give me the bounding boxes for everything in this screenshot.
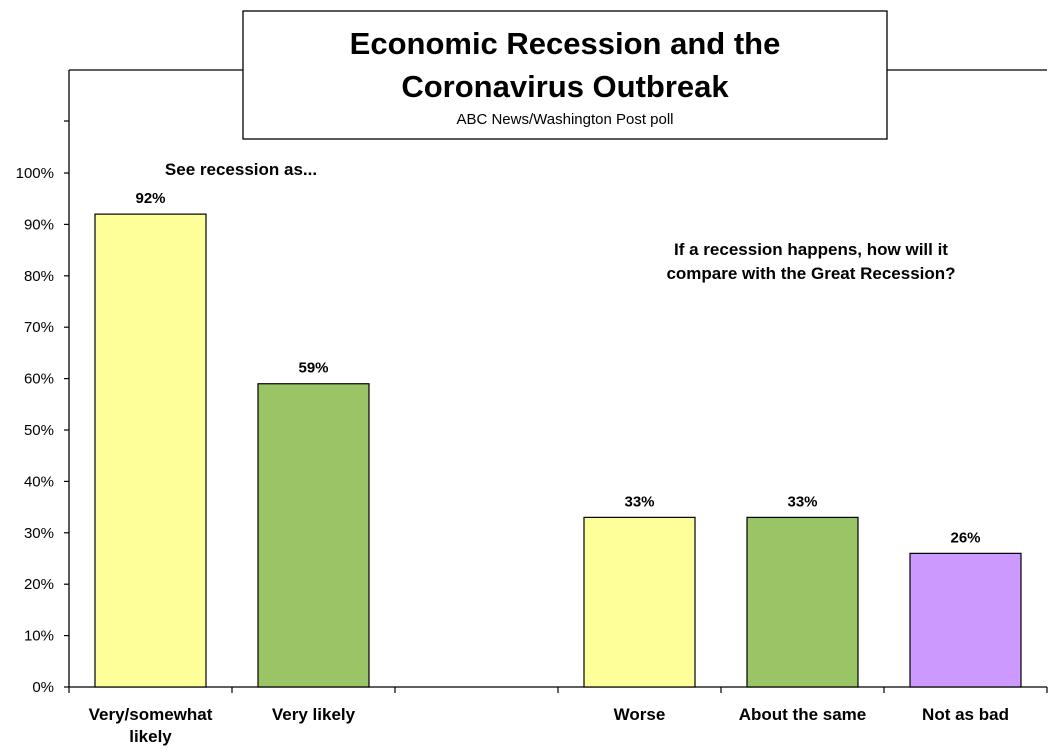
- title-box-border: [242, 10, 888, 140]
- y-tick-label: 50%: [24, 422, 54, 439]
- bars: [94, 213, 1022, 688]
- x-tick-label: likely: [129, 727, 172, 746]
- x-tick-label: Not as bad: [922, 705, 1009, 724]
- data-label: 92%: [135, 190, 165, 207]
- chart-title: Coronavirus Outbreak: [401, 69, 729, 104]
- annotation-right: compare with the Great Recession?: [666, 264, 955, 283]
- bar: [583, 516, 696, 688]
- x-tick-label: Very likely: [272, 705, 356, 724]
- y-tick-label: 90%: [24, 216, 54, 233]
- chart-title: Economic Recession and the: [350, 26, 781, 61]
- annotation-right: If a recession happens, how will it: [674, 240, 948, 259]
- x-tick-label: About the same: [739, 705, 867, 724]
- y-tick-label: 40%: [24, 473, 54, 490]
- y-tick-label: 100%: [16, 165, 54, 182]
- data-label: 59%: [298, 360, 328, 377]
- labels: 92% Very/somewhat likely 59% Very likely 33% W…: [89, 160, 1009, 746]
- bar: [909, 552, 1022, 688]
- bar: [746, 516, 859, 688]
- title-box: Economic Recession and the Coronavirus Ou…: [242, 10, 888, 140]
- data-label: 33%: [787, 493, 817, 510]
- y-tick-label: 20%: [24, 576, 54, 593]
- x-tick-label: Very/somewhat: [89, 705, 213, 724]
- data-label: 33%: [624, 493, 654, 510]
- y-tick-label: 80%: [24, 268, 54, 285]
- y-tick-label: 30%: [24, 525, 54, 542]
- chart-subtitle: ABC News/Washington Post poll: [456, 111, 673, 128]
- y-tick-label: 60%: [24, 371, 54, 388]
- annotation-left: See recession as...: [165, 160, 317, 179]
- x-tick-label: Worse: [614, 705, 666, 724]
- y-tick-label: 10%: [24, 628, 54, 645]
- y-tick-label: 0%: [32, 679, 54, 696]
- axes: 0% 10% 20% 30% 40% 50% 60% 70% 80% 90% 100%: [16, 69, 1048, 696]
- y-tick-label: 70%: [24, 319, 54, 336]
- bar: [257, 383, 370, 688]
- bar: [94, 213, 207, 688]
- data-label: 26%: [950, 529, 980, 546]
